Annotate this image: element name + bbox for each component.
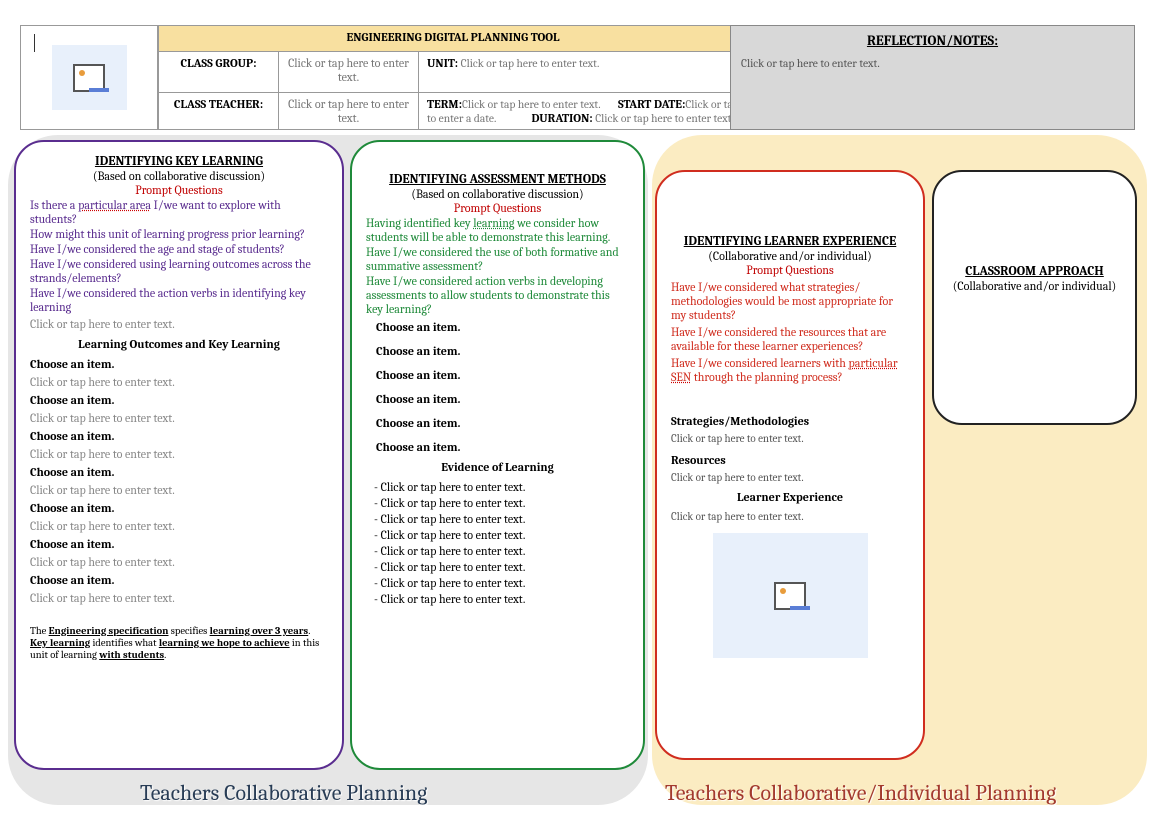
as-choose-1[interactable]: Choose an item.: [376, 320, 629, 334]
ev-5[interactable]: - Click or tap here to enter text.: [374, 544, 629, 558]
as-sub: (Based on collaborative discussion): [366, 187, 629, 201]
ca-sub: (Collaborative and/or individual): [948, 279, 1121, 293]
unit-label: UNIT:: [427, 56, 458, 70]
le-exp-input[interactable]: Click or tap here to enter text.: [671, 510, 909, 523]
kl-choose-5[interactable]: Choose an item.: [30, 501, 328, 515]
kl-choose-6[interactable]: Choose an item.: [30, 537, 328, 551]
learner-image-placeholder[interactable]: [713, 533, 868, 658]
header-table: ENGINEERING DIGITAL PLANNING TOOL CLASS …: [158, 25, 748, 130]
term-label: TERM:: [427, 97, 462, 111]
as-choose-5[interactable]: Choose an item.: [376, 416, 629, 430]
as-choose-6[interactable]: Choose an item.: [376, 440, 629, 454]
le-pq: Prompt Questions: [671, 263, 909, 277]
unit-input[interactable]: Click or tap here to enter text.: [461, 57, 600, 70]
as-choose-2[interactable]: Choose an item.: [376, 344, 629, 358]
kl-enter-7[interactable]: Click or tap here to enter text.: [30, 591, 328, 605]
kl-footnote: The Engineering specification specifies …: [30, 625, 328, 661]
ev-6[interactable]: - Click or tap here to enter text.: [374, 560, 629, 574]
footer-left: Teachers Collaborative Planning: [140, 780, 427, 806]
duration-input[interactable]: Click or tap here to enter text.: [595, 112, 734, 125]
kl-q3: Have I/we considered the age and stage o…: [30, 242, 328, 256]
logo-cell: [20, 25, 158, 130]
key-learning-panel: IDENTIFYING KEY LEARNING (Based on colla…: [14, 140, 344, 770]
kl-section: Learning Outcomes and Key Learning: [30, 337, 328, 351]
class-teacher-input[interactable]: Click or tap here to enter text.: [279, 93, 419, 130]
ev-1[interactable]: - Click or tap here to enter text.: [374, 480, 629, 494]
as-choose-4[interactable]: Choose an item.: [376, 392, 629, 406]
image-icon: [73, 64, 105, 92]
kl-enter-6[interactable]: Click or tap here to enter text.: [30, 555, 328, 569]
kl-choose-3[interactable]: Choose an item.: [30, 429, 328, 443]
term-input[interactable]: Click or tap here to enter text.: [462, 98, 600, 111]
kl-q1: Is there a particular area I/we want to …: [30, 198, 328, 226]
ev-4[interactable]: - Click or tap here to enter text.: [374, 528, 629, 542]
ev-3[interactable]: - Click or tap here to enter text.: [374, 512, 629, 526]
le-q3: Have I/we considered learners with parti…: [671, 356, 909, 384]
ev-7[interactable]: - Click or tap here to enter text.: [374, 576, 629, 590]
le-q1: Have I/we considered what strategies/ me…: [671, 280, 909, 322]
ev-2[interactable]: - Click or tap here to enter text.: [374, 496, 629, 510]
kl-input[interactable]: Click or tap here to enter text.: [30, 317, 328, 331]
kl-sub: (Based on collaborative discussion): [30, 169, 328, 183]
kl-enter-5[interactable]: Click or tap here to enter text.: [30, 519, 328, 533]
start-date-label: START DATE:: [618, 97, 685, 111]
le-title: IDENTIFYING LEARNER EXPERIENCE: [671, 234, 909, 249]
as-q3: Have I/we considered action verbs in dev…: [366, 274, 629, 316]
le-resources: Resources: [671, 453, 909, 467]
kl-choose-2[interactable]: Choose an item.: [30, 393, 328, 407]
reflection-title: REFLECTION/NOTES:: [741, 32, 1124, 49]
term-cell[interactable]: TERM:Click or tap here to enter text. ST…: [419, 93, 748, 130]
reflection-panel: REFLECTION/NOTES: Click or tap here to e…: [730, 25, 1135, 130]
reflection-input[interactable]: Click or tap here to enter text.: [741, 57, 1124, 70]
as-pq: Prompt Questions: [366, 201, 629, 215]
kl-q4: Have I/we considered using learning outc…: [30, 257, 328, 285]
ca-title: CLASSROOM APPROACH: [948, 264, 1121, 279]
assessment-panel: IDENTIFYING ASSESSMENT METHODS (Based on…: [350, 140, 645, 770]
as-title: IDENTIFYING ASSESSMENT METHODS: [366, 172, 629, 187]
kl-pq: Prompt Questions: [30, 183, 328, 197]
ev-8[interactable]: - Click or tap here to enter text.: [374, 592, 629, 606]
as-q2: Have I/we considered the use of both for…: [366, 245, 629, 273]
class-teacher-label: CLASS TEACHER:: [159, 93, 279, 130]
le-sub: (Collaborative and/or individual): [671, 249, 909, 263]
logo-placeholder[interactable]: [52, 45, 127, 110]
kl-q5: Have I/we considered the action verbs in…: [30, 286, 328, 314]
learner-panel: IDENTIFYING LEARNER EXPERIENCE (Collabor…: [655, 170, 925, 760]
le-experience: Learner Experience: [671, 490, 909, 504]
tool-title: ENGINEERING DIGITAL PLANNING TOOL: [159, 26, 748, 52]
class-group-label: CLASS GROUP:: [159, 51, 279, 92]
le-strategies: Strategies/Methodologies: [671, 414, 909, 428]
text-cursor: [34, 34, 35, 52]
le-res-input[interactable]: Click or tap here to enter text.: [671, 471, 909, 484]
unit-cell[interactable]: UNIT: Click or tap here to enter text.: [419, 51, 748, 92]
classroom-panel: CLASSROOM APPROACH (Collaborative and/or…: [932, 170, 1137, 425]
class-group-input[interactable]: Click or tap here to enter text.: [279, 51, 419, 92]
footer-right: Teachers Collaborative/Individual Planni…: [665, 780, 1056, 806]
image-icon: [774, 582, 806, 610]
kl-enter-4[interactable]: Click or tap here to enter text.: [30, 483, 328, 497]
kl-choose-1[interactable]: Choose an item.: [30, 357, 328, 371]
duration-label: DURATION:: [531, 111, 592, 125]
kl-enter-3[interactable]: Click or tap here to enter text.: [30, 447, 328, 461]
as-evidence: Evidence of Learning: [366, 460, 629, 474]
as-q1: Having identified key learning we consid…: [366, 216, 629, 244]
kl-title: IDENTIFYING KEY LEARNING: [30, 154, 328, 169]
kl-enter-2[interactable]: Click or tap here to enter text.: [30, 411, 328, 425]
evidence-list: - Click or tap here to enter text. - Cli…: [366, 480, 629, 606]
kl-choose-4[interactable]: Choose an item.: [30, 465, 328, 479]
le-q2: Have I/we considered the resources that …: [671, 325, 909, 353]
le-strat-input[interactable]: Click or tap here to enter text.: [671, 432, 909, 445]
kl-choose-7[interactable]: Choose an item.: [30, 573, 328, 587]
kl-enter-1[interactable]: Click or tap here to enter text.: [30, 375, 328, 389]
as-choose-3[interactable]: Choose an item.: [376, 368, 629, 382]
kl-q2: How might this unit of learning progress…: [30, 227, 328, 241]
